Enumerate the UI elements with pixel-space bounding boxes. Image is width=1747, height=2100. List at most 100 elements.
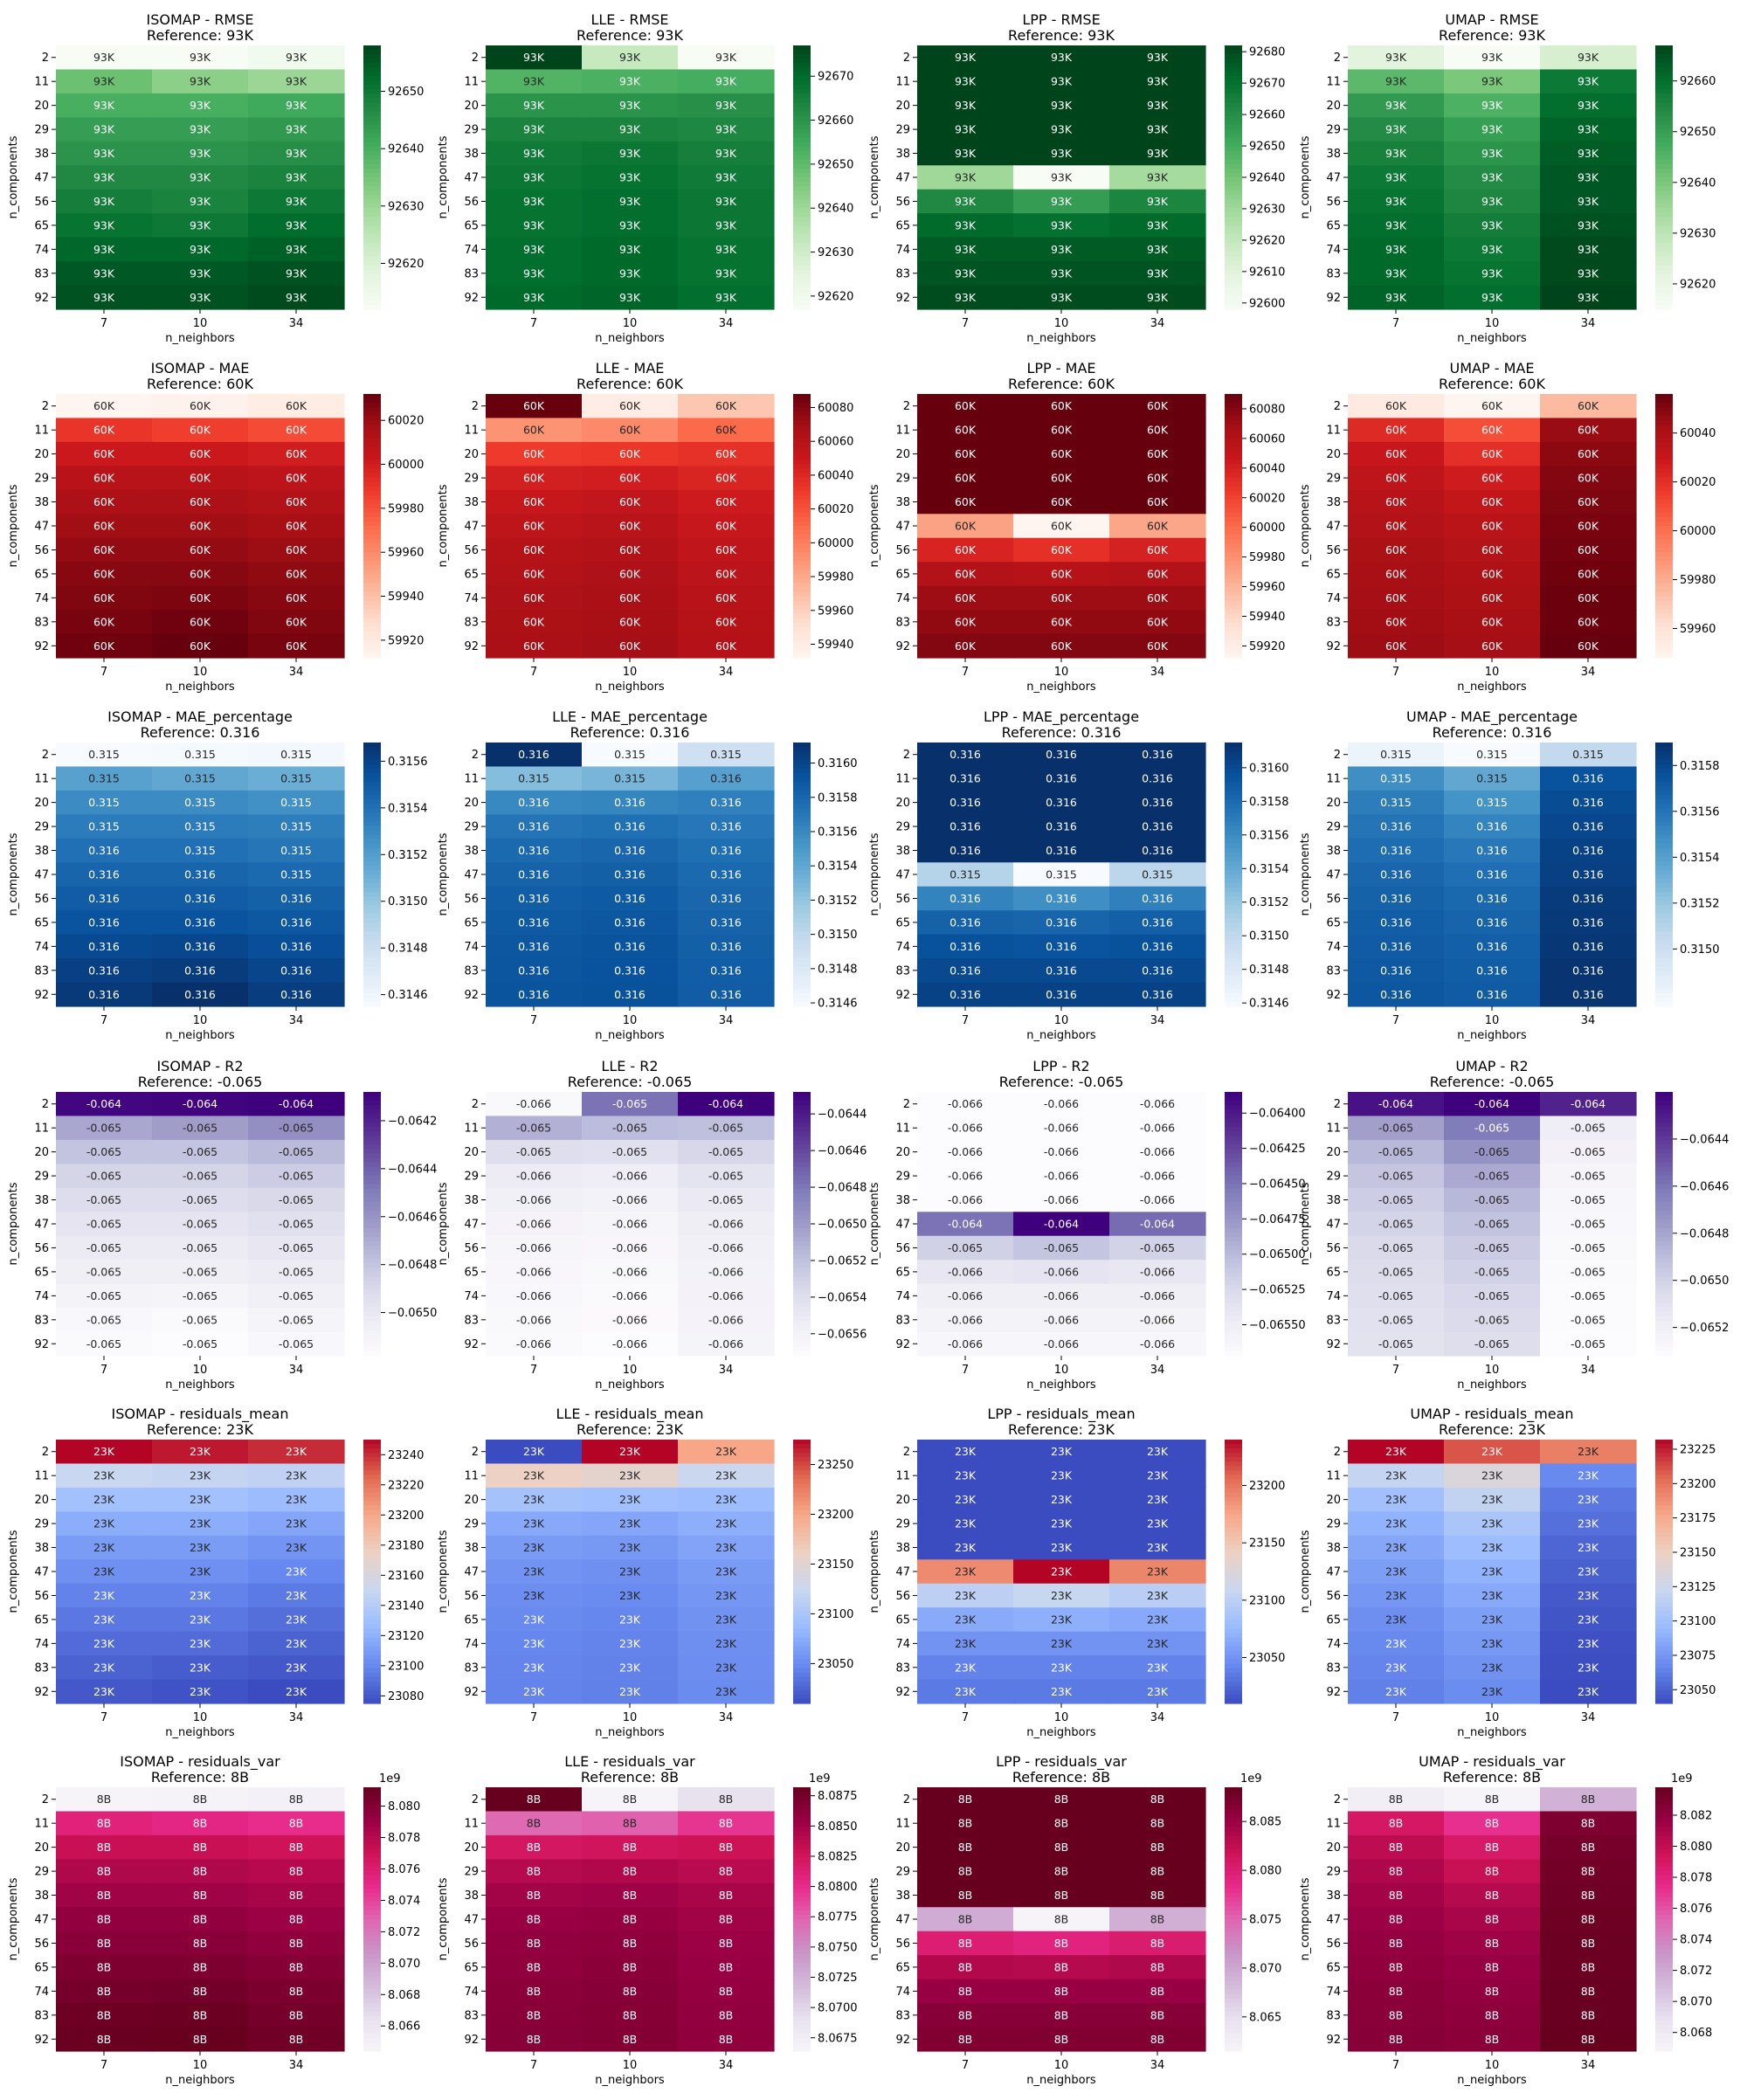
colorbar-segment bbox=[793, 1329, 811, 1335]
cell-annotation: 8B bbox=[719, 1889, 734, 1902]
panel-reference: Reference: -0.065 bbox=[1430, 1074, 1555, 1090]
heatmap-cell bbox=[248, 1235, 345, 1261]
cell-annotation: 60K bbox=[286, 520, 307, 533]
y-tick-label: 2 bbox=[42, 1793, 49, 1806]
cell-annotation: 23K bbox=[190, 1661, 211, 1674]
y-tick-label: 56 bbox=[895, 1938, 910, 1951]
colorbar-segment bbox=[363, 1153, 381, 1159]
cell-annotation: 0.316 bbox=[1476, 940, 1508, 953]
colorbar-segment bbox=[793, 653, 811, 659]
cell-annotation: 8B bbox=[1581, 2008, 1596, 2021]
colorbar-segment bbox=[1225, 1998, 1242, 2004]
y-tick-label: 56 bbox=[1326, 1242, 1341, 1255]
cell-annotation: 93K bbox=[1481, 243, 1503, 256]
colorbar-segment bbox=[1225, 1566, 1242, 1572]
colorbar-segment bbox=[363, 521, 381, 527]
colorbar-segment bbox=[793, 163, 811, 169]
y-axis-label: n_components bbox=[1299, 135, 1312, 218]
cell-annotation: 8B bbox=[289, 1913, 304, 1926]
colorbar-segment bbox=[1225, 473, 1242, 479]
colorbar-segment bbox=[1655, 98, 1673, 104]
cell-annotation: 8B bbox=[193, 1793, 208, 1806]
colorbar-segment bbox=[1655, 243, 1673, 249]
colorbar-segment bbox=[1225, 1901, 1242, 1907]
cell-annotation: 8B bbox=[193, 1960, 208, 1973]
colorbar-segment bbox=[793, 2046, 811, 2052]
heatmap-cell bbox=[1444, 982, 1541, 1007]
heatmap-cell bbox=[678, 886, 775, 911]
heatmap-cell bbox=[1109, 633, 1206, 659]
cell-annotation: 0.316 bbox=[1142, 915, 1173, 929]
y-axis-label: n_components bbox=[437, 832, 450, 915]
colorbar-segment bbox=[1655, 1118, 1673, 1123]
y-tick-label: 11 bbox=[895, 1818, 910, 1831]
x-tick-label: 10 bbox=[1054, 317, 1069, 330]
y-tick-label: 38 bbox=[895, 1542, 910, 1555]
colorbar-segment bbox=[1655, 565, 1673, 570]
heatmap-cell bbox=[917, 117, 1014, 142]
colorbar-segment bbox=[793, 490, 811, 496]
heatmap-cell bbox=[1444, 1092, 1541, 1117]
heatmap-cell bbox=[1013, 93, 1110, 118]
colorbar-segment bbox=[363, 1233, 381, 1238]
colorbar-segment bbox=[1655, 225, 1673, 231]
cell-annotation: 0.315 bbox=[280, 796, 312, 809]
colorbar-segment bbox=[363, 535, 381, 540]
heatmap-cell bbox=[56, 585, 153, 611]
colorbar-segment bbox=[793, 1800, 811, 1806]
heatmap-cell bbox=[1109, 766, 1206, 791]
colorbar-segment bbox=[793, 1144, 811, 1150]
colorbar-segment bbox=[1655, 1901, 1673, 1907]
y-tick-label: 2 bbox=[1334, 749, 1341, 762]
colorbar-segment bbox=[793, 269, 811, 275]
heatmap-cell bbox=[1444, 1260, 1541, 1285]
colorbar-segment bbox=[1655, 944, 1673, 950]
colorbar-segment bbox=[1225, 1628, 1242, 1634]
colorbar-segment bbox=[1225, 512, 1242, 518]
heatmap-cell bbox=[1109, 862, 1206, 888]
colorbar-segment bbox=[363, 1281, 381, 1287]
cell-annotation: 8B bbox=[97, 2008, 112, 2021]
y-tick-label: 92 bbox=[464, 2034, 479, 2047]
heatmap-cell bbox=[152, 1235, 249, 1261]
panel-reference: Reference: 23K bbox=[1439, 1421, 1545, 1438]
heatmap-cell bbox=[1444, 862, 1541, 888]
colorbar-segment bbox=[1655, 295, 1673, 301]
cell-annotation: -0.066 bbox=[612, 1313, 647, 1326]
colorbar-segment bbox=[363, 1831, 381, 1836]
colorbar-segment bbox=[1655, 1329, 1673, 1335]
cell-annotation: 23K bbox=[955, 1661, 977, 1674]
colorbar-segment bbox=[363, 1910, 381, 1916]
heatmap-cell bbox=[678, 261, 775, 287]
colorbar-segment bbox=[793, 438, 811, 443]
y-tick-label: 2 bbox=[472, 1446, 479, 1459]
colorbar-segment bbox=[1225, 1192, 1242, 1199]
colorbar-segment bbox=[793, 979, 811, 985]
colorbar-segment bbox=[1225, 1307, 1242, 1313]
heatmap-cell bbox=[1540, 910, 1637, 936]
cell-annotation: 93K bbox=[1385, 243, 1407, 256]
heatmap-cell bbox=[917, 1283, 1014, 1309]
colorbar-segment bbox=[363, 177, 381, 183]
colorbar-segment bbox=[793, 225, 811, 231]
colorbar-segment bbox=[363, 425, 381, 430]
colorbar-segment bbox=[1225, 120, 1242, 126]
cell-annotation: 0.315 bbox=[949, 868, 981, 881]
heatmap-cell bbox=[1444, 93, 1541, 118]
colorbar-segment bbox=[363, 98, 381, 104]
heatmap-cell bbox=[1348, 261, 1445, 287]
colorbar-segment bbox=[1225, 1514, 1242, 1520]
colorbar-segment bbox=[1655, 957, 1673, 964]
heatmap-cell bbox=[917, 1212, 1014, 1237]
colorbar-segment bbox=[1225, 304, 1242, 310]
colorbar-tick-label: 59960 bbox=[1249, 581, 1285, 594]
colorbar-segment bbox=[1655, 804, 1673, 810]
colorbar-segment bbox=[793, 1562, 811, 1568]
colorbar-segment bbox=[1225, 1580, 1242, 1585]
colorbar-segment bbox=[1225, 648, 1242, 654]
colorbar-segment bbox=[363, 1958, 381, 1964]
cell-annotation: 23K bbox=[93, 1517, 115, 1530]
colorbar-segment bbox=[793, 905, 811, 910]
colorbar-tick-label: 23100 bbox=[1249, 1594, 1285, 1607]
colorbar-segment bbox=[1655, 1589, 1673, 1594]
